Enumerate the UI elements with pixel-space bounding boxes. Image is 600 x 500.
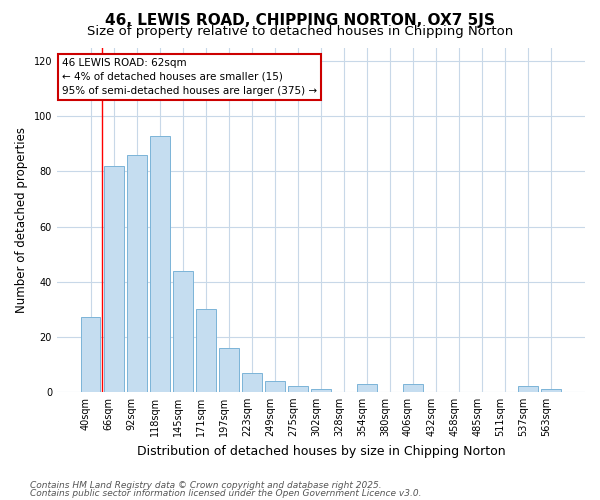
Bar (127, 155, 146, 392)
Bar (242, 372, 262, 392)
Bar (541, 389, 561, 392)
Bar (403, 384, 423, 392)
Bar (81, 318, 100, 392)
Text: Size of property relative to detached houses in Chipping Norton: Size of property relative to detached ho… (87, 25, 513, 38)
Bar (288, 386, 308, 392)
Bar (104, 166, 124, 392)
Bar (196, 309, 215, 392)
Bar (311, 389, 331, 392)
Bar (518, 386, 538, 392)
Text: 46, LEWIS ROAD, CHIPPING NORTON, OX7 5JS: 46, LEWIS ROAD, CHIPPING NORTON, OX7 5JS (105, 12, 495, 28)
Text: Contains public sector information licensed under the Open Government Licence v3: Contains public sector information licen… (30, 488, 421, 498)
X-axis label: Distribution of detached houses by size in Chipping Norton: Distribution of detached houses by size … (137, 444, 505, 458)
Bar (173, 270, 193, 392)
Text: Contains HM Land Registry data © Crown copyright and database right 2025.: Contains HM Land Registry data © Crown c… (30, 481, 382, 490)
Text: 46 LEWIS ROAD: 62sqm
← 4% of detached houses are smaller (15)
95% of semi-detach: 46 LEWIS ROAD: 62sqm ← 4% of detached ho… (62, 58, 317, 96)
Y-axis label: Number of detached properties: Number of detached properties (15, 126, 28, 312)
Bar (150, 136, 170, 392)
Bar (265, 381, 284, 392)
Bar (357, 384, 377, 392)
Bar (219, 348, 239, 392)
